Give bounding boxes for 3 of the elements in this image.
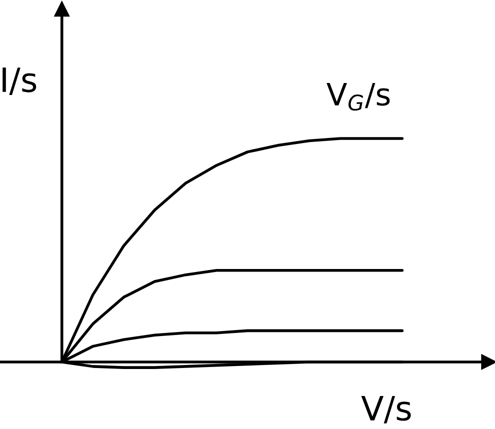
- y-axis-title: I/s: [2, 68, 36, 95]
- x-axis-title: V/s: [361, 396, 411, 424]
- text: V$_{G}$/s: [326, 83, 390, 111]
